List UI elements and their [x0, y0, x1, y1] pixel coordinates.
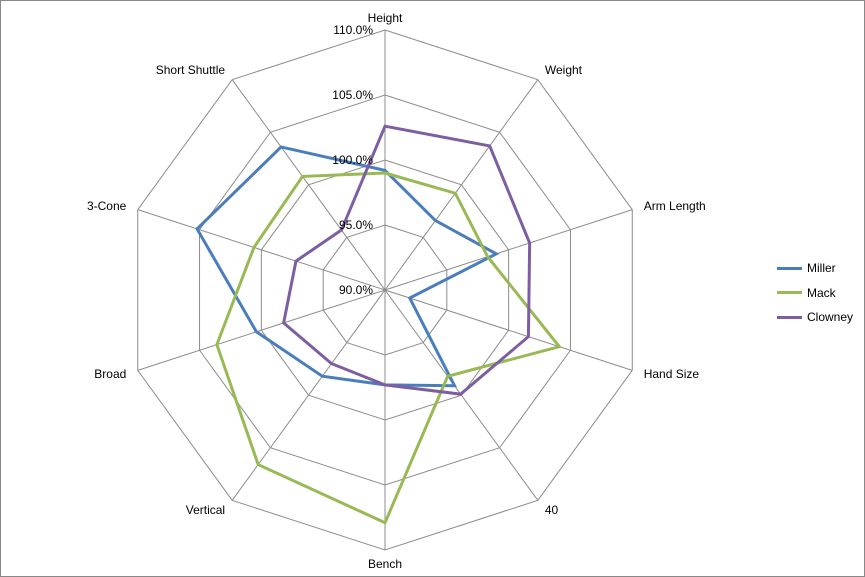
series-layer — [195, 124, 562, 525]
axis-label-3-cone: 3-Cone — [87, 199, 127, 213]
legend-item-clowney: Clowney — [777, 305, 853, 330]
legend-item-mack: Mack — [777, 281, 853, 306]
legend-label-miller: Miller — [807, 261, 836, 276]
axis-spoke-short-shuttle — [231, 79, 386, 291]
series-line-clowney — [281, 124, 532, 396]
axis-label-bench: Bench — [368, 557, 402, 571]
legend-swatch-miller — [777, 266, 802, 270]
axis-spoke-weight — [384, 79, 539, 291]
legend-item-miller: Miller — [777, 256, 853, 281]
legend-swatch-clowney — [777, 315, 802, 319]
axis-label-broad: Broad — [94, 367, 126, 381]
legend: Miller Mack Clowney — [777, 256, 853, 330]
axis-labels: Height Weight Arm Length Hand Size 40 Bench Ve… — [87, 11, 706, 571]
tick-labels: 90.0% 95.0% 100.0% 105.0% 110.0% — [332, 23, 373, 297]
tick-label-90-0: 90.0% — [339, 283, 373, 297]
axis-spoke-3-cone — [137, 209, 386, 291]
tick-label-100-0: 100.0% — [332, 153, 373, 167]
legend-label-mack: Mack — [807, 285, 836, 300]
axis-label-hand-size: Hand Size — [644, 367, 700, 381]
axis-spoke-hand-size — [384, 289, 633, 371]
axis-label-weight: Weight — [545, 63, 583, 77]
series-line-miller — [195, 145, 500, 388]
legend-label-clowney: Clowney — [807, 310, 854, 325]
axis-label-short-shuttle: Short Shuttle — [156, 63, 226, 77]
series-line-mack — [215, 171, 562, 525]
axis-label-height: Height — [368, 11, 403, 25]
axis-label-40: 40 — [545, 503, 559, 517]
axis-spoke-arm-length — [384, 209, 633, 291]
axis-label-arm-length: Arm Length — [644, 199, 706, 213]
axis-spoke-vertical — [231, 289, 386, 501]
radar-grid — [137, 29, 633, 551]
legend-swatch-mack — [777, 291, 802, 295]
tick-label-110-0: 110.0% — [333, 23, 373, 37]
tick-label-95-0: 95.0% — [339, 218, 373, 232]
axis-spoke-broad — [137, 289, 386, 371]
axis-label-vertical: Vertical — [186, 503, 225, 517]
tick-label-105-0: 105.0% — [332, 88, 373, 102]
